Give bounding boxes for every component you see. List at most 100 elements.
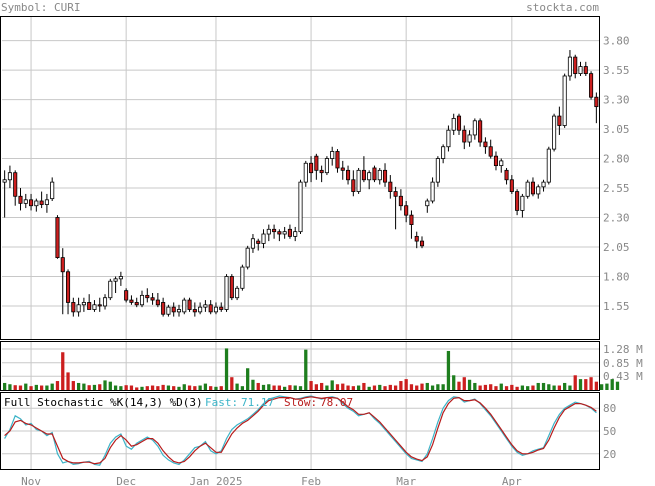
volume-bar bbox=[256, 382, 260, 390]
stochastic-tick-label: 80 bbox=[603, 402, 616, 415]
fast-value: 71.17 bbox=[241, 396, 274, 409]
candle-body bbox=[340, 167, 345, 171]
volume-bar bbox=[314, 384, 318, 390]
volume-bar bbox=[18, 385, 23, 390]
candle-body bbox=[589, 73, 594, 98]
stochastic-tick-label: 50 bbox=[603, 425, 616, 438]
volume-bar bbox=[298, 386, 303, 390]
volume-bar bbox=[531, 385, 535, 390]
price-tick-label: 3.55 bbox=[603, 64, 630, 77]
candle-body bbox=[208, 304, 213, 313]
price-tick-label: 1.80 bbox=[603, 270, 630, 283]
volume-bar bbox=[610, 379, 614, 390]
volume-bar bbox=[193, 386, 197, 390]
candle-body bbox=[198, 306, 203, 313]
candle-body bbox=[303, 162, 308, 183]
volume-bar bbox=[50, 383, 54, 390]
volume-bar bbox=[29, 386, 33, 390]
volume-bar bbox=[39, 385, 44, 390]
price-tick-label: 3.30 bbox=[603, 94, 630, 107]
candle-body bbox=[541, 181, 546, 188]
volume-bar bbox=[362, 382, 366, 390]
volume-bar bbox=[330, 380, 334, 390]
slow-value: 78.07 bbox=[320, 396, 353, 409]
candle-body bbox=[330, 151, 335, 159]
candle-body bbox=[229, 276, 234, 299]
candle-body bbox=[2, 179, 7, 183]
candle-body bbox=[557, 115, 562, 126]
volume-bar bbox=[589, 377, 593, 390]
candle-body bbox=[155, 299, 160, 306]
volume-bar bbox=[404, 379, 408, 390]
candle-body bbox=[515, 191, 520, 211]
candle-body bbox=[219, 306, 224, 310]
volume-bar bbox=[45, 385, 49, 390]
volume-bar bbox=[378, 384, 382, 390]
candle-body bbox=[266, 228, 271, 235]
symbol-label: Symbol: CURI bbox=[1, 1, 80, 14]
candle-body bbox=[81, 302, 86, 306]
candle-body bbox=[351, 179, 356, 192]
candle-body bbox=[245, 247, 250, 268]
candle-body bbox=[161, 302, 166, 315]
volume-bar bbox=[309, 381, 313, 390]
price-tick-label: 1.55 bbox=[603, 300, 630, 313]
x-tick-label: Feb bbox=[301, 475, 321, 486]
candle-body bbox=[182, 299, 187, 313]
volume-bar bbox=[13, 385, 17, 390]
candle-body bbox=[573, 56, 578, 75]
candle-body bbox=[240, 266, 245, 289]
volume-bar bbox=[272, 385, 276, 390]
volume-bar bbox=[372, 385, 377, 390]
candle-body bbox=[256, 240, 261, 244]
volume-bar bbox=[172, 386, 176, 390]
candle-body bbox=[50, 181, 55, 200]
candle-body bbox=[314, 155, 319, 171]
volume-bar bbox=[319, 382, 324, 390]
candle-body bbox=[409, 214, 414, 225]
price-tick-label: 3.05 bbox=[603, 123, 630, 136]
price-tick-label: 2.30 bbox=[603, 212, 630, 225]
volume-bar bbox=[246, 368, 250, 390]
candle-body bbox=[139, 294, 145, 306]
volume-bar bbox=[467, 379, 472, 390]
volume-bar bbox=[615, 381, 620, 390]
candle-body bbox=[324, 158, 329, 174]
candle-body bbox=[525, 181, 530, 197]
volume-bar bbox=[515, 386, 519, 390]
candle-body bbox=[483, 141, 488, 148]
volume-panel bbox=[0, 341, 600, 391]
volume-bar bbox=[61, 352, 65, 390]
volume-bar bbox=[399, 381, 403, 390]
candle-body bbox=[60, 257, 65, 273]
volume-bar bbox=[341, 383, 345, 390]
stochastic-lines bbox=[4, 395, 597, 466]
volume-bar bbox=[119, 386, 123, 390]
volume-bar bbox=[113, 385, 118, 390]
candle-body bbox=[583, 66, 588, 75]
candle-body bbox=[504, 169, 509, 181]
volume-bar bbox=[499, 383, 503, 390]
volume-bar bbox=[267, 384, 271, 390]
volume-bar bbox=[214, 386, 218, 390]
volume-bar bbox=[478, 385, 482, 390]
volume-bar bbox=[356, 385, 361, 390]
volume-bar bbox=[441, 384, 445, 390]
volume-bar bbox=[124, 385, 128, 390]
candles bbox=[2, 50, 599, 317]
price-panel bbox=[0, 16, 600, 340]
volume-bar bbox=[230, 377, 234, 390]
candle-body bbox=[272, 228, 277, 233]
volume-bar bbox=[87, 385, 91, 390]
candle-body bbox=[166, 306, 171, 315]
candle-body bbox=[594, 96, 599, 108]
x-tick-label: Dec bbox=[116, 475, 136, 486]
volume-bar bbox=[462, 377, 466, 390]
x-axis: Nov Dec Jan 2025 Feb Mar Apr bbox=[21, 475, 522, 486]
volume-bar bbox=[103, 380, 107, 390]
candle-body bbox=[398, 195, 403, 207]
candle-body bbox=[346, 169, 351, 181]
candle-body bbox=[66, 271, 71, 303]
x-tick-label: Jan 2025 bbox=[189, 475, 242, 486]
candle-body bbox=[367, 172, 372, 181]
